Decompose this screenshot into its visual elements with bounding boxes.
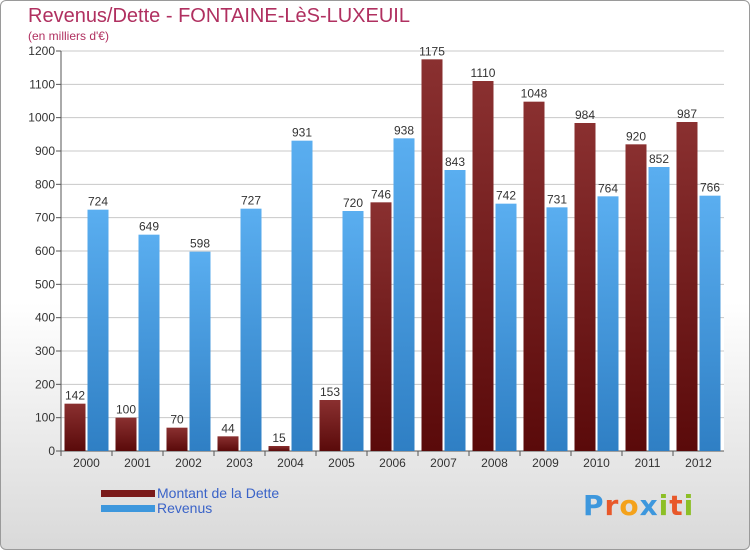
data-label-dette: 920 xyxy=(626,129,646,143)
data-label-dette: 1110 xyxy=(471,66,496,80)
logo-letter: o xyxy=(619,489,640,522)
bar-chart: 0 100 200 300 400 500 600 700 800 900 1000 1100 1200… xyxy=(28,44,724,470)
logo-letter: P xyxy=(583,489,605,522)
bar-dette xyxy=(523,101,545,452)
bar-dette xyxy=(217,436,239,451)
x-tick-label: 2009 xyxy=(532,456,559,470)
x-tick-label: 2000 xyxy=(73,456,100,470)
data-label-revenus: 766 xyxy=(700,181,720,195)
y-tick-label: 900 xyxy=(35,144,55,158)
data-label-revenus: 764 xyxy=(598,181,618,195)
y-tick-label: 300 xyxy=(35,344,55,358)
x-tick-label: 2005 xyxy=(328,456,355,470)
bar-dette xyxy=(472,81,494,451)
bar-dette xyxy=(64,403,86,451)
data-label-dette: 1048 xyxy=(521,87,548,101)
bar-revenus xyxy=(648,167,670,451)
logo-letter: i xyxy=(683,489,695,522)
bar-dette xyxy=(421,59,443,451)
x-tick-label: 2001 xyxy=(124,456,151,470)
bar-dette xyxy=(268,446,290,451)
x-tick-label: 2008 xyxy=(481,456,508,470)
data-label-revenus: 724 xyxy=(88,195,108,209)
x-tick-label: 2012 xyxy=(685,456,712,470)
data-label-revenus: 649 xyxy=(139,220,159,234)
data-label-dette: 984 xyxy=(575,108,595,122)
y-tick-label: 0 xyxy=(48,444,55,458)
y-tick-label: 1000 xyxy=(28,111,55,125)
data-label-dette: 100 xyxy=(116,403,136,417)
x-tick-label: 2010 xyxy=(583,456,610,470)
bar-revenus xyxy=(699,195,721,451)
data-label-dette: 987 xyxy=(677,107,697,121)
data-label-dette: 44 xyxy=(221,421,235,435)
logo-letter: r xyxy=(604,489,620,522)
y-tick-label: 600 xyxy=(35,244,55,258)
x-tick-label: 2002 xyxy=(175,456,202,470)
y-tick-label: 1100 xyxy=(29,77,55,91)
logo-letter: x xyxy=(639,489,659,522)
data-label-revenus: 742 xyxy=(496,189,516,203)
data-label-revenus: 598 xyxy=(190,237,210,251)
bar-revenus xyxy=(495,203,517,451)
y-tick-label: 1200 xyxy=(28,44,55,58)
data-label-dette: 70 xyxy=(170,413,184,427)
legend-label-revenus: Revenus xyxy=(157,500,213,516)
chart-subtitle: (en milliers d'€) xyxy=(28,29,109,43)
data-label-dette: 142 xyxy=(65,389,85,403)
y-tick-label: 200 xyxy=(35,377,55,391)
legend-swatch-revenus xyxy=(101,505,155,512)
bar-revenus xyxy=(546,207,568,451)
data-label-dette: 153 xyxy=(320,385,340,399)
legend-label-dette: Montant de la Dette xyxy=(157,485,280,501)
data-label-dette: 15 xyxy=(272,431,286,445)
bar-dette xyxy=(166,427,188,451)
data-label-revenus: 852 xyxy=(649,152,669,166)
logo-letter: i xyxy=(658,489,670,522)
y-tick-label: 500 xyxy=(35,277,55,291)
x-tick-label: 2011 xyxy=(635,456,661,470)
proxiti-logo: Proxiti xyxy=(583,489,694,522)
bar-revenus xyxy=(342,211,364,451)
bar-revenus xyxy=(189,251,211,451)
bar-revenus xyxy=(240,208,262,451)
y-tick-label: 700 xyxy=(35,211,55,225)
data-label-dette: 746 xyxy=(371,187,391,201)
x-tick-label: 2004 xyxy=(277,456,304,470)
bar-dette xyxy=(319,400,341,451)
chart-title: Revenus/Dette - FONTAINE-LèS-LUXEUIL xyxy=(28,5,410,27)
bar-revenus xyxy=(597,196,619,451)
data-label-revenus: 931 xyxy=(292,126,312,140)
x-tick-label: 2007 xyxy=(430,456,457,470)
bar-dette xyxy=(625,144,647,452)
logo-letter: t xyxy=(669,489,684,522)
bar-revenus xyxy=(87,209,109,451)
legend-swatch-dette xyxy=(101,490,155,497)
data-label-revenus: 727 xyxy=(241,194,261,208)
bar-dette xyxy=(676,122,698,451)
y-tick-label: 400 xyxy=(35,311,55,325)
bar-revenus xyxy=(444,170,466,451)
data-label-revenus: 938 xyxy=(394,123,414,137)
data-label-revenus: 843 xyxy=(445,155,465,169)
bar-dette xyxy=(115,417,137,451)
data-label-revenus: 731 xyxy=(547,192,567,206)
data-label-revenus: 720 xyxy=(343,196,363,210)
x-tick-label: 2003 xyxy=(226,456,253,470)
y-tick-label: 800 xyxy=(35,177,55,191)
bar-revenus xyxy=(138,234,160,451)
bar-revenus xyxy=(393,138,415,452)
data-label-dette: 1175 xyxy=(419,44,445,58)
y-tick-label: 100 xyxy=(35,411,55,425)
bar-dette xyxy=(574,123,596,451)
bar-dette xyxy=(370,202,392,451)
bar-revenus xyxy=(291,140,313,451)
x-tick-label: 2006 xyxy=(379,456,406,470)
